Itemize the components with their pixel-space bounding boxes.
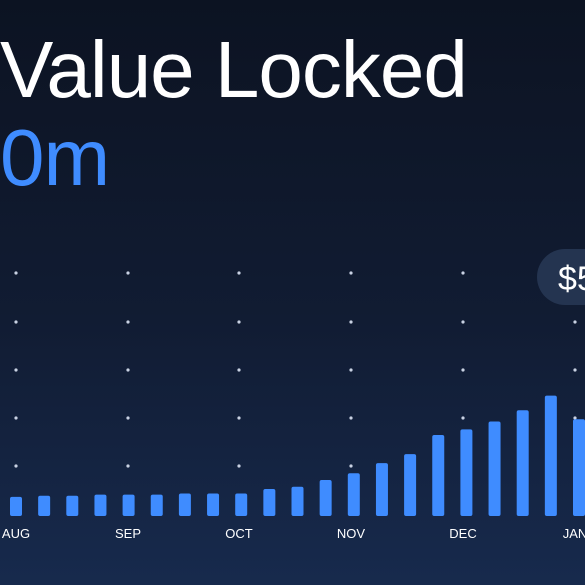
x-tick-label: JAN [563,526,585,541]
grid-dot [573,320,577,324]
grid-dot [461,416,465,420]
tooltip: $5 [537,249,585,305]
grid-dot [14,320,18,324]
tooltip-value: $5 [558,260,585,298]
grid-dot [237,271,241,275]
bar[interactable] [122,494,135,516]
bar[interactable] [94,494,107,516]
total-value: 0m [0,113,110,202]
grid-dot [237,368,241,372]
grid-dot [573,416,577,420]
bar[interactable] [150,494,163,516]
grid-dot [349,368,353,372]
grid-dot [349,271,353,275]
bar[interactable] [207,493,220,517]
grid-dot [461,271,465,275]
grid-dot [126,320,130,324]
x-tick-label: AUG [2,526,30,541]
bar[interactable] [319,480,332,516]
grid-dot [237,464,241,468]
grid-dot [14,416,18,420]
grid-dot [14,368,18,372]
grid-dot [573,368,577,372]
bar[interactable] [38,495,51,516]
grid-dots [14,271,577,468]
grid-dot [237,320,241,324]
grid-dot [461,320,465,324]
grid-dot [126,368,130,372]
x-tick-label: SEP [115,526,141,541]
grid-dot [126,416,130,420]
grid-dot [349,416,353,420]
bar[interactable] [178,493,191,517]
grid-dot [126,271,130,275]
bar[interactable] [375,463,388,516]
bar[interactable] [347,473,360,516]
bar[interactable] [432,435,445,516]
bar[interactable] [263,489,276,516]
chart-title: Value Locked [0,25,468,114]
bar[interactable] [404,454,417,516]
bar[interactable] [488,421,501,517]
bars [10,395,585,517]
grid-dot [14,464,18,468]
bar[interactable] [573,419,585,516]
bar[interactable] [544,395,557,516]
grid-dot [126,464,130,468]
tooltip-bubble [537,249,585,305]
bar[interactable] [235,493,248,517]
bar[interactable] [460,429,473,516]
bar[interactable] [10,496,22,516]
grid-dot [461,368,465,372]
x-tick-label: DEC [449,526,476,541]
x-tick-label: OCT [225,526,253,541]
grid-dot [14,271,18,275]
bar[interactable] [66,495,79,516]
grid-dot [349,320,353,324]
x-tick-label: NOV [337,526,366,541]
grid-dot [349,464,353,468]
grid-dot [237,416,241,420]
bar[interactable] [516,410,529,516]
x-axis-ticks: AUG SEP OCT NOV DEC JAN [2,526,585,541]
bar[interactable] [291,486,304,516]
